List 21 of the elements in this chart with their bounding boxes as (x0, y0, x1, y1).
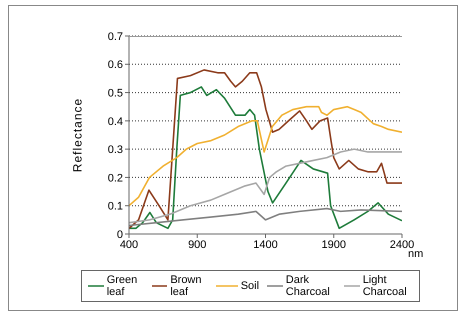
legend-label: Green leaf (106, 274, 138, 298)
y-tick-label: 0.2 (108, 172, 123, 184)
line-series (129, 148, 402, 224)
x-tick-label: 1900 (322, 238, 346, 251)
y-axis-title: Reflectance (70, 98, 84, 172)
y-tick-label: 0.7 (108, 30, 123, 43)
x-tick-label: 1400 (253, 238, 278, 251)
y-tick-label: 0 (116, 228, 123, 241)
y-tick-label: 0.5 (108, 87, 123, 100)
x-tick-label: 400 (120, 238, 138, 251)
legend-label: Brown leaf (170, 274, 202, 298)
line-series (129, 106, 402, 207)
y-tick-label: 0.6 (108, 59, 123, 72)
x-tick-label: 900 (188, 238, 206, 251)
y-tick-label: 0.4 (108, 116, 123, 128)
legend-label: Dark Charcoal (286, 274, 331, 298)
y-tick-label: 0.1 (108, 200, 123, 213)
legend-label: Soil (240, 280, 260, 292)
legend-label: Light Charcoal (362, 274, 408, 298)
line-series (129, 208, 402, 226)
y-tick-label: 0.3 (108, 144, 123, 156)
